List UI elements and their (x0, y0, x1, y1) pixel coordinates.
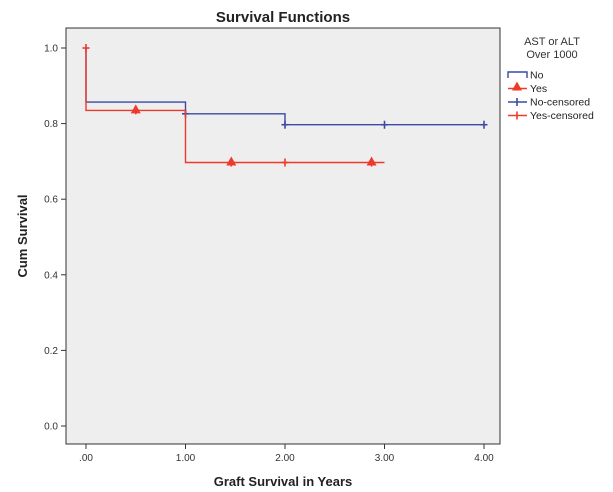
y-tick-label: 0.6 (44, 195, 58, 206)
legend-label-yes: Yes (530, 83, 547, 95)
chart-title: Survival Functions (216, 9, 350, 26)
legend-label-yes-censored: Yes-censored (530, 110, 594, 122)
y-tick-label: 0.2 (44, 346, 58, 357)
x-tick-label: 3.00 (375, 453, 395, 464)
series-line-yes (85, 48, 385, 164)
legend-title-line: Over 1000 (526, 49, 577, 61)
censor-marker-yes (226, 156, 237, 166)
y-tick-label: 0.0 (44, 422, 58, 433)
y-tick-label: 0.8 (44, 119, 58, 130)
axes: 0.0 0.2 0.4 0.6 0.8 1.0 .00 1.00 2.00 3.00 4.00 (44, 44, 494, 465)
y-tick-label: 0.4 (44, 270, 58, 281)
legend-label-no: No (530, 70, 544, 82)
x-tick-label: 1.00 (176, 453, 196, 464)
legend-marker-yes (512, 81, 522, 91)
x-tick-label: 2.00 (275, 453, 295, 464)
y-tick-label: 1.0 (44, 44, 58, 55)
x-tick-label: 4.00 (474, 453, 494, 464)
plot-area (65, 27, 501, 445)
x-axis-label: Graft Survival in Years (214, 474, 353, 489)
censor-marker-yes (130, 104, 141, 114)
series-layer (82, 44, 488, 167)
legend-swatch-no (507, 71, 528, 78)
legend-label-no-censored: No-censored (530, 97, 590, 109)
x-tick-label: .00 (79, 453, 93, 464)
censor-marker-yes (366, 156, 377, 166)
legend-title-line: AST or ALT (524, 36, 580, 48)
y-axis-label: Cum Survival (15, 194, 30, 277)
